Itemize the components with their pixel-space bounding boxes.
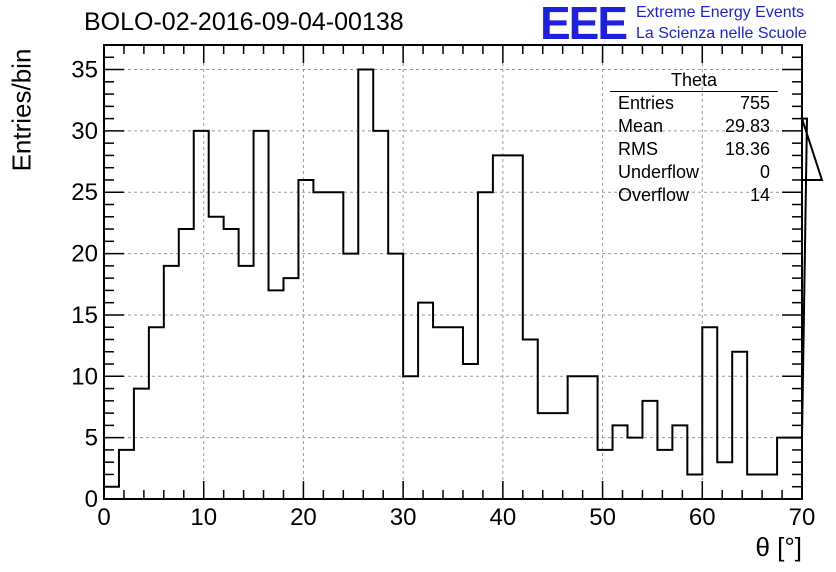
stat-value: 755 [739, 93, 770, 113]
stat-value: 18.36 [724, 139, 770, 159]
x-tick-label: 20 [290, 504, 317, 531]
x-tick-label: 0 [97, 504, 110, 531]
x-axis-label: θ [°] [755, 532, 802, 562]
y-tick-label: 10 [71, 363, 98, 390]
x-tick-label: 30 [390, 504, 417, 531]
y-tick-label: 20 [71, 241, 98, 268]
stat-label: Mean [618, 116, 664, 136]
stat-value: 29.83 [724, 116, 770, 136]
y-tick-label: 0 [85, 486, 98, 513]
logo-caption: Extreme Energy Events La Scienza nelle S… [636, 2, 807, 44]
stat-row-overflow: Overflow 14 [610, 184, 778, 207]
eee-logo: EEE [540, 0, 628, 49]
axis-ticks [103, 44, 803, 500]
x-tick-label: 60 [689, 504, 716, 531]
stats-box: Theta Entries 755 Mean 29.83 RMS 18.36 U… [610, 70, 778, 207]
plot-title: BOLO-02-2016-09-04-00138 [84, 8, 404, 36]
y-tick-label: 25 [71, 179, 98, 206]
logo-caption-line2: La Scienza nelle Scuole [636, 25, 807, 42]
stat-value: 14 [749, 185, 770, 205]
y-axis-label: Entries/bin [6, 48, 37, 172]
stat-row-mean: Mean 29.83 [610, 115, 778, 138]
x-tick-label: 10 [190, 504, 217, 531]
logo-caption-line1: Extreme Energy Events [636, 4, 805, 21]
y-tick-label: 30 [71, 118, 98, 145]
stat-label: Entries [618, 93, 675, 113]
x-tick-label: 40 [490, 504, 517, 531]
stat-row-underflow: Underflow 0 [610, 161, 778, 184]
y-tick-label: 5 [85, 425, 98, 452]
x-tick-label: 50 [589, 504, 616, 531]
stats-title: Theta [610, 70, 778, 92]
stat-label: Overflow [618, 185, 690, 205]
histogram-line [103, 68, 824, 499]
stat-value: 0 [759, 162, 770, 182]
stat-row-entries: Entries 755 [610, 92, 778, 115]
y-tick-label: 35 [71, 57, 98, 84]
plot-frame [103, 44, 803, 500]
stat-row-rms: RMS 18.36 [610, 138, 778, 161]
grid-lines [104, 45, 802, 499]
tick-labels: 0 10 20 30 40 50 60 70 0 5 10 15 20 25 30 35 [71, 57, 815, 531]
x-tick-label: 70 [789, 504, 816, 531]
stat-label: Underflow [618, 162, 700, 182]
y-tick-label: 15 [71, 302, 98, 329]
stat-label: RMS [618, 139, 658, 159]
